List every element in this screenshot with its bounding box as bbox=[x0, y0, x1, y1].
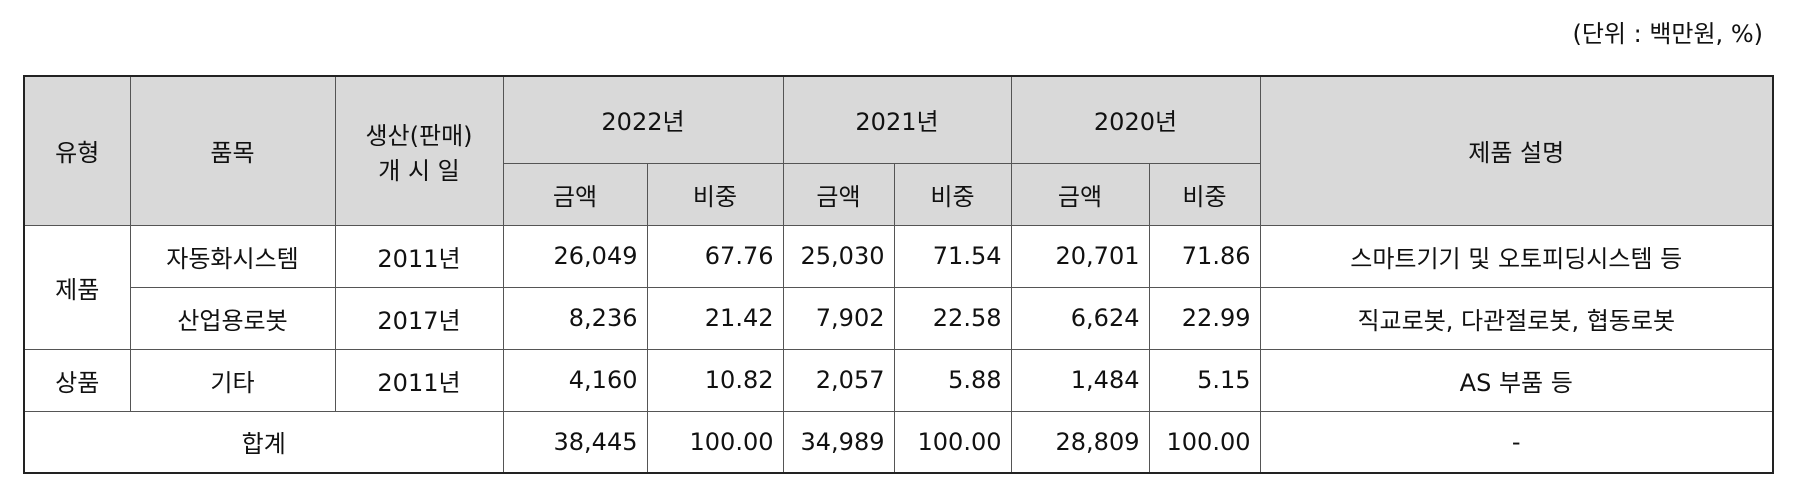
sub-header: 금액 bbox=[502, 162, 648, 226]
desc-cell: 직교로봇, 다관절로봇, 협동로봇 bbox=[1259, 286, 1774, 350]
value-cell: 6,624 bbox=[1010, 286, 1150, 350]
total-value: 100.00 bbox=[646, 410, 784, 474]
total-label: 합계 bbox=[23, 410, 504, 474]
item-cell: 자동화시스템 bbox=[129, 224, 336, 288]
value-cell: 21.42 bbox=[646, 286, 784, 350]
sub-header: 비중 bbox=[1148, 162, 1261, 226]
header-cell: 품목 bbox=[129, 75, 336, 226]
value-cell: 7,902 bbox=[782, 286, 895, 350]
value-cell: 67.76 bbox=[646, 224, 784, 288]
type-cell: 상품 bbox=[23, 348, 131, 412]
total-value: 28,809 bbox=[1010, 410, 1150, 474]
value-cell: 5.15 bbox=[1148, 348, 1261, 412]
value-cell: 2,057 bbox=[782, 348, 895, 412]
table-body: 유형 품목 생산(판매) 개 시 일 2022년 2021년 2020년 제품 설명 금액 비중 금… bbox=[23, 75, 1774, 474]
table-row: 제품 자동화시스템 2011년 26,049 67.76 25,030 71.54 20,70… bbox=[23, 224, 1774, 350]
header-line: 생산(판매) bbox=[365, 121, 473, 150]
desc-cell: AS 부품 등 bbox=[1259, 348, 1774, 412]
sub-header: 비중 bbox=[646, 162, 784, 226]
year-header: 2021년 bbox=[782, 75, 1012, 164]
table-row: 상품 기타 2011년 4,160 10.82 2,057 5.88 1,484 5.15 AS … bbox=[23, 348, 1774, 412]
header-cell: 제품 설명 bbox=[1259, 75, 1774, 226]
total-value: 100.00 bbox=[1148, 410, 1261, 474]
type-cell: 제품 bbox=[23, 224, 131, 350]
start-cell: 2017년 bbox=[334, 286, 504, 350]
value-cell: 71.86 bbox=[1148, 224, 1261, 288]
total-value: 100.00 bbox=[893, 410, 1012, 474]
value-cell: 26,049 bbox=[502, 224, 648, 288]
start-cell: 2011년 bbox=[334, 224, 504, 288]
value-cell: 71.54 bbox=[893, 224, 1012, 288]
table-row: 금액 비중 금액 비중 금액 비중 bbox=[24, 162, 1773, 226]
year-header: 2022년 bbox=[502, 75, 784, 164]
value-cell: 10.82 bbox=[646, 348, 784, 412]
value-cell: 1,484 bbox=[1010, 348, 1150, 412]
value-cell: 22.99 bbox=[1148, 286, 1261, 350]
table-row: 산업용로봇 2017년 8,236 21.42 7,902 22.58 6,624 22.99… bbox=[24, 286, 1774, 350]
item-cell: 산업용로봇 bbox=[129, 286, 336, 350]
header-cell: 생산(판매) 개 시 일 bbox=[334, 75, 504, 226]
value-cell: 22.58 bbox=[893, 286, 1012, 350]
value-cell: 4,160 bbox=[502, 348, 648, 412]
unit-note: (단위 : 백만원, %) bbox=[1572, 20, 1763, 48]
desc-cell: - bbox=[1259, 410, 1774, 474]
start-cell: 2011년 bbox=[334, 348, 504, 412]
table-row: 합계 38,445 100.00 34,989 100.00 28,809 100.00- bbox=[23, 410, 1774, 474]
year-header: 2020년 bbox=[1010, 75, 1261, 164]
value-cell: 8,236 bbox=[502, 286, 648, 350]
total-value: 38,445 bbox=[502, 410, 648, 474]
sub-header: 금액 bbox=[782, 162, 895, 226]
table-row: 유형 품목 생산(판매) 개 시 일 2022년 2021년 2020년 제품 설명 bbox=[23, 75, 1774, 226]
sales-table: 유형 품목 생산(판매) 개 시 일 2022년 2021년 2020년 제품 설명 금액 비중 금… bbox=[23, 75, 1774, 474]
header-cell: 유형 bbox=[23, 75, 131, 226]
desc-cell: 스마트기기 및 오토피딩시스템 등 bbox=[1259, 224, 1774, 288]
total-value: 34,989 bbox=[782, 410, 895, 474]
header-line: 개 시 일 bbox=[378, 156, 460, 185]
sub-header: 비중 bbox=[893, 162, 1012, 226]
item-cell: 기타 bbox=[129, 348, 336, 412]
value-cell: 25,030 bbox=[782, 224, 895, 288]
value-cell: 20,701 bbox=[1010, 224, 1150, 288]
value-cell: 5.88 bbox=[893, 348, 1012, 412]
sub-header: 금액 bbox=[1010, 162, 1150, 226]
